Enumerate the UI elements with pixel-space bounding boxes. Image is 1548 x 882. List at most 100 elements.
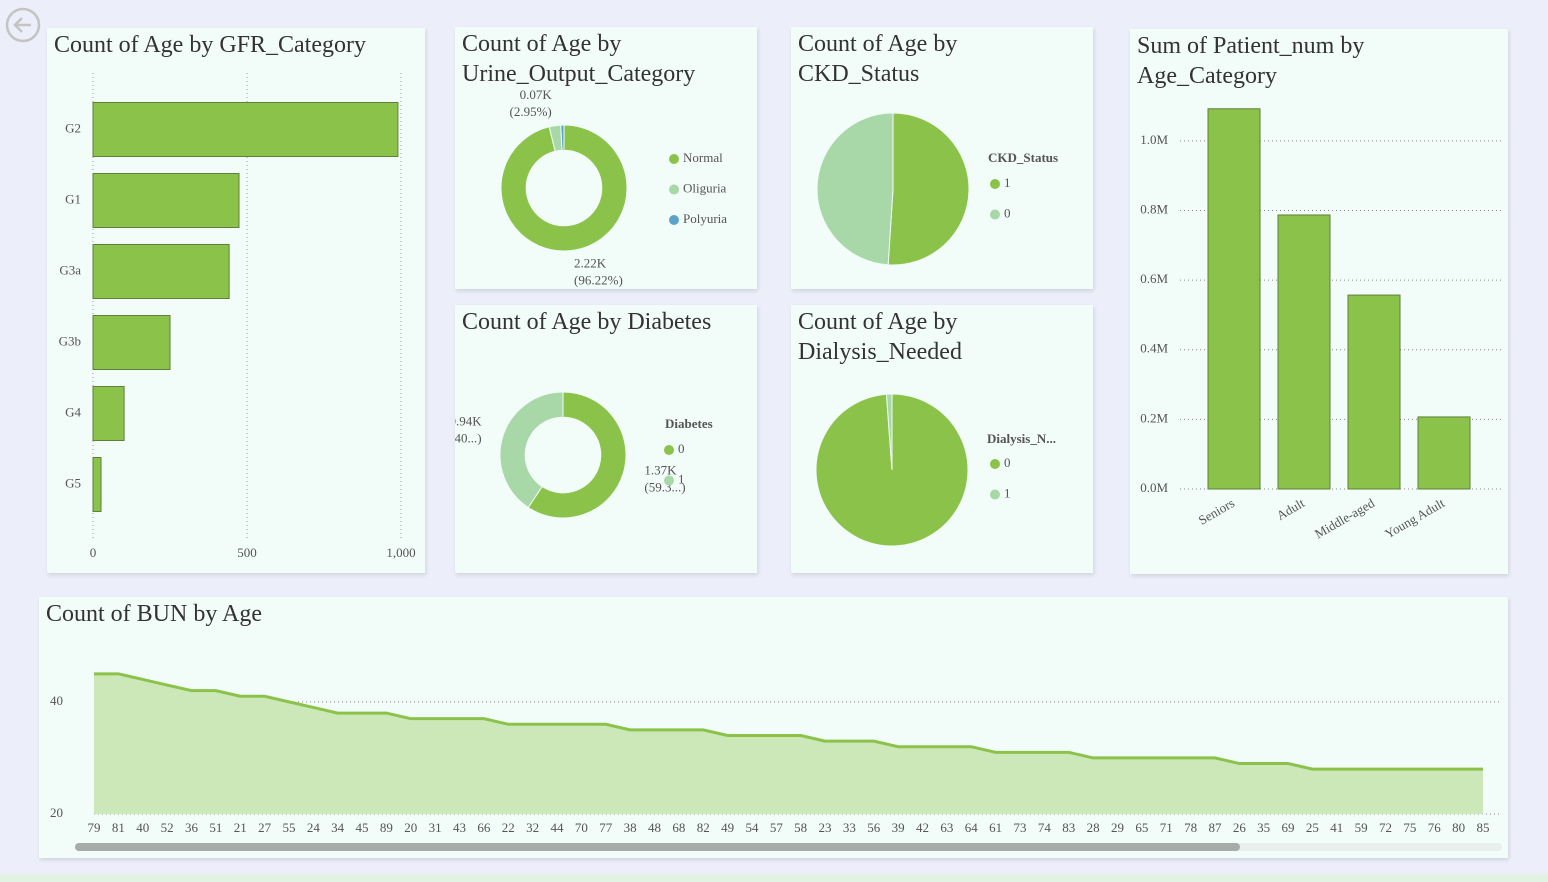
x-tick-label: 22 [502,820,515,835]
legend-title: CKD_Status [988,150,1058,165]
legend-marker [669,215,679,225]
x-tick-label: 500 [237,545,257,560]
legend-label: 1 [1004,175,1011,190]
x-tick-label: 78 [1184,820,1197,835]
x-tick-label: 20 [404,820,417,835]
legend-title: Diabetes [665,416,713,431]
x-tick-label: 59 [1355,820,1368,835]
x-tick-label: 34 [331,820,345,835]
bar [92,386,125,441]
x-tick-label: 76 [1428,820,1442,835]
donut-slice [527,391,627,519]
y-tick-label: G1 [65,191,81,206]
x-tick-label: 56 [867,820,881,835]
x-tick-label: 36 [185,820,199,835]
y-tick-label: 0.0M [1140,480,1168,495]
y-tick-label: 40 [50,693,63,708]
y-tick-label: G2 [65,120,81,135]
x-tick-label: Young Adult [1382,495,1447,541]
y-tick-label: 20 [50,805,63,820]
panel: 2.22K (96.22%) Normal 0.07K (2.95%) Oliguria P… [455,27,757,289]
y-tick-label: G5 [65,475,81,490]
bar [1207,108,1261,490]
chart-title: Count of BUN by Age [46,601,262,627]
chart-title: Count of Age by GFR_Category [54,32,366,58]
x-tick-label: 85 [1477,820,1490,835]
chart: 20 40 79 81 40 52 36 51 21 27 55 24 34 45 89 20 31 43 66 22… [50,672,1502,851]
x-tick-label: 82 [697,820,710,835]
legend-marker [990,489,1000,500]
x-tick-label: 89 [380,820,393,835]
x-tick-label: 27 [258,820,272,835]
x-tick-label: 81 [112,820,125,835]
x-tick-label: 66 [477,820,491,835]
legend-marker [669,184,679,195]
pie-slice [816,112,894,266]
legend-marker [664,445,674,455]
scrollbar-thumb[interactable] [75,843,1240,851]
x-tick-label: 75 [1403,820,1416,835]
back-arrow [13,17,31,33]
area-fill [94,673,1483,814]
bar [92,102,399,157]
x-tick-label: 49 [721,820,734,835]
y-tick-label: 1.0M [1140,132,1168,147]
x-tick-label: 35 [1257,820,1270,835]
back-button[interactable] [4,4,44,54]
x-tick-label: 33 [843,820,856,835]
x-tick-label: 83 [1062,820,1075,835]
donut-slice [500,124,628,252]
x-tick-label: 40 [136,820,149,835]
x-tick-label: 43 [453,820,466,835]
chart-title: Count of Age by Diabetes [462,309,712,335]
x-tick-label: 58 [794,820,807,835]
x-tick-label: 71 [1160,820,1173,835]
panel: 0.0M 0.2M 0.4M 0.6M 0.8M 1.0M Seniors Adult Midd… [1130,29,1508,574]
x-tick-label: 69 [1282,820,1295,835]
x-tick-label: 42 [916,820,929,835]
legend-marker [990,459,1000,469]
x-tick-label: 63 [940,820,953,835]
panel: 1 0 CKD_Status Count of Age by CKD_Status [791,27,1093,289]
y-tick-label: G3b [59,333,81,348]
data-label: 0.94K [455,413,482,428]
pie-slice [885,393,893,471]
chart-title: Count of Age by CKD_Status [798,31,958,87]
x-tick-label: Adult [1274,495,1307,523]
legend-label: 1 [1004,485,1011,500]
chart: 1.37K (59.3...) 0 0.94K (40...) 1 Diabetes [455,391,713,519]
x-tick-label: 21 [234,820,247,835]
y-tick-label: 0.6M [1140,271,1168,286]
x-tick-label: 24 [307,820,321,835]
x-tick-label: 70 [575,820,588,835]
data-label: 2.22K [574,255,607,270]
legend-label: 1 [678,471,685,486]
data-label: 1.37K [644,462,677,477]
chart-title: Sum of Patient_num by Age_Category [1137,33,1365,89]
y-tick-label: 0.4M [1140,341,1168,356]
x-tick-label: 51 [209,820,222,835]
x-tick-label: 0 [90,545,97,560]
x-tick-label: 79 [88,820,101,835]
bar [1277,214,1331,490]
x-tick-label: 45 [356,820,369,835]
data-label: 0.07K [520,87,553,102]
chart: 0.0M 0.2M 0.4M 0.6M 0.8M 1.0M Seniors Adult Midd… [1140,108,1502,541]
chart-title: Count of Age by Urine_Output_Category [462,31,696,87]
x-tick-label: 65 [1135,820,1148,835]
legend-marker [669,154,679,164]
x-tick-label: 68 [672,820,685,835]
chart: 0 500 1,000 G2 G1 G3a G3b G4 G5 [59,73,416,560]
bar [92,244,230,299]
bar [1417,416,1471,490]
y-tick-label: G4 [65,404,81,419]
x-tick-label: 28 [1087,820,1100,835]
x-tick-label: 31 [429,820,442,835]
area-line [94,672,1483,771]
bar [1347,294,1401,490]
legend-label: Polyuria [683,211,727,226]
data-label: (2.95%) [510,104,552,119]
data-label: (59.3...) [644,479,685,494]
x-tick-label: 80 [1452,820,1465,835]
x-tick-label: 64 [965,820,979,835]
